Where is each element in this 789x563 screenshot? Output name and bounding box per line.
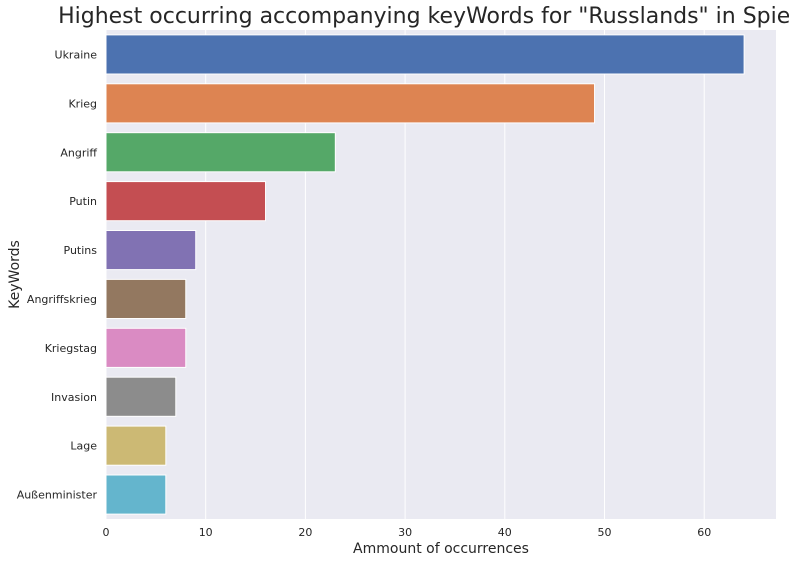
x-tick-label: 50	[598, 526, 612, 539]
x-axis-label: Ammount of occurrences	[353, 541, 529, 557]
bar	[105, 474, 167, 515]
x-tick-label: 10	[199, 526, 213, 539]
y-tick-label: Invasion	[51, 391, 97, 404]
x-tick-label: 30	[398, 526, 412, 539]
x-tick-label: 60	[697, 526, 711, 539]
bar	[105, 83, 596, 124]
y-tick-label: Angriff	[60, 146, 97, 159]
y-tick-label: Lage	[70, 440, 97, 453]
y-tick-label: Putins	[64, 244, 98, 257]
bar	[105, 278, 187, 320]
bar	[105, 425, 167, 466]
y-tick-label: Putin	[69, 195, 97, 208]
bar	[105, 34, 745, 75]
x-tick-label: 20	[298, 526, 312, 539]
bar	[105, 229, 197, 271]
bar	[105, 327, 187, 368]
bar	[105, 181, 267, 222]
bar	[105, 132, 336, 173]
y-tick-label: Kriegstag	[45, 342, 97, 355]
y-axis-label: KeyWords	[7, 240, 23, 309]
y-tick-label: Ukraine	[55, 48, 98, 61]
y-tick-label: Angriffskrieg	[27, 293, 97, 306]
y-tick-label: Krieg	[68, 97, 97, 110]
bar	[105, 376, 177, 417]
x-tick-labels: 0 10 20 30 40 50 60	[103, 526, 712, 539]
x-tick-label: 0	[103, 526, 110, 539]
y-tick-labels: Ukraine Krieg Angriff Putin Putins Angriffskr…	[17, 48, 98, 501]
chart-title: Highest occurring accompanying keyWords …	[58, 4, 789, 29]
bars	[105, 34, 745, 515]
x-tick-label: 40	[498, 526, 512, 539]
y-tick-label: Außenminister	[17, 489, 98, 502]
